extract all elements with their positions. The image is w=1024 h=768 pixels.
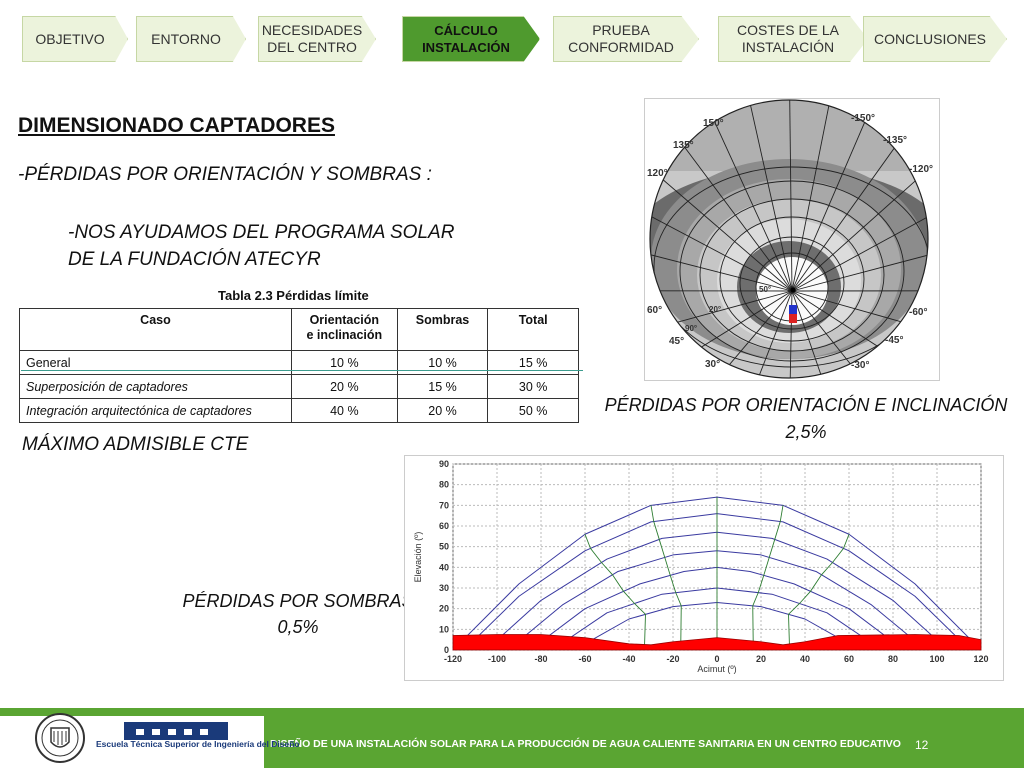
nav-tab-label: ENTORNO	[151, 30, 221, 47]
y-axis-label: Elevación (º)	[413, 532, 423, 583]
cell-orientation: 40 %	[290, 398, 398, 423]
orientation-loss-diagram: 150° -150° 135° -135° 120° -120° 60° -60…	[644, 98, 940, 381]
x-tick-label: -60	[578, 654, 591, 664]
sky-label: 60°	[647, 305, 662, 316]
nav-tab[interactable]: CÁLCULO INSTALACIÓN	[402, 16, 540, 62]
nav-tab[interactable]: COSTES DE LA INSTALACIÓN	[718, 16, 868, 62]
university-seal-icon	[35, 713, 85, 763]
nav-tab-label: COSTES DE LA INSTALACIÓN	[737, 22, 839, 55]
y-tick-label: 60	[439, 521, 449, 531]
hour-line	[752, 505, 784, 651]
collector-marker-red	[789, 314, 797, 323]
sky-label: -135°	[883, 135, 907, 146]
sky-label: -120°	[909, 164, 933, 175]
hour-line	[650, 505, 682, 651]
x-tick-label: 0	[714, 654, 719, 664]
hour-line	[584, 534, 646, 651]
x-tick-label: 40	[800, 654, 810, 664]
nav-tab[interactable]: NECESIDADES DEL CENTRO	[258, 16, 376, 62]
obstacle-profile	[452, 634, 982, 651]
x-tick-label: -40	[622, 654, 635, 664]
x-tick-label: -100	[488, 654, 506, 664]
nav-tab-label: OBJETIVO	[35, 30, 105, 47]
sky-label: 150°	[703, 118, 724, 129]
sky-label: 45°	[669, 336, 684, 347]
cell-shadows: 20 %	[396, 398, 489, 423]
x-axis-label: Acimut (º)	[697, 664, 736, 674]
nav-tab[interactable]: OBJETIVO	[22, 16, 128, 62]
x-tick-label: 120	[973, 654, 988, 664]
nav-tab[interactable]: ENTORNO	[136, 16, 246, 62]
header-case: Caso	[19, 308, 292, 351]
nav-tab[interactable]: PRUEBA CONFORMIDAD	[553, 16, 699, 62]
nav-tab[interactable]: CONCLUSIONES	[863, 16, 1007, 62]
cell-case: Integración arquitectónica de captadores	[19, 398, 292, 423]
shadow-elevation-chart: -120 -100 -80 -60 -40 -20 0 20 40 60 80 100 120 0 10 20…	[404, 455, 1004, 681]
nav-tab-label: PRUEBA CONFORMIDAD	[568, 22, 674, 55]
section-navigation: OBJETIVO ENTORNO NECESIDADES DEL CENTRO CÁL…	[0, 0, 1024, 80]
center-point	[790, 287, 796, 293]
slide-title: DIMENSIONADO CAPTADORES	[18, 114, 335, 137]
y-tick-label: 80	[439, 480, 449, 490]
nav-tab-label: CONCLUSIONES	[873, 30, 987, 47]
sky-label: 20°	[709, 305, 721, 314]
header-shadows: Sombras	[396, 308, 489, 351]
hour-line	[788, 534, 850, 651]
y-tick-label: 10	[439, 624, 449, 634]
table-row: Superposición de captadores 20 % 15 % 30…	[19, 374, 579, 399]
y-tick-label: 30	[439, 583, 449, 593]
divider-line	[21, 370, 583, 371]
collector-marker	[789, 305, 797, 314]
y-tick-label: 0	[444, 645, 449, 655]
table-row: Integración arquitectónica de captadores…	[19, 398, 579, 423]
sky-label: 50°	[759, 285, 771, 294]
nav-tab-label: CÁLCULO INSTALACIÓN	[422, 23, 510, 55]
y-tick-label: 90	[439, 459, 449, 469]
x-tick-label: -20	[666, 654, 679, 664]
cell-orientation: 20 %	[290, 374, 398, 399]
footer-project-title: DISEÑO DE UNA INSTALACIÓN SOLAR PARA LA …	[270, 738, 901, 750]
x-tick-label: 20	[756, 654, 766, 664]
sky-label: -45°	[885, 335, 903, 346]
loss-limits-table: Caso Orientación e inclinación Sombras T…	[19, 308, 579, 423]
sky-label: 30°	[705, 359, 720, 370]
table-caption: Tabla 2.3 Pérdidas límite	[218, 288, 369, 303]
orientation-loss-caption: PÉRDIDAS POR ORIENTACIÓN E INCLINACIÓN 2…	[604, 395, 1008, 442]
nav-tab-label: NECESIDADES DEL CENTRO	[261, 22, 363, 55]
header-orientation: Orientación e inclinación	[290, 308, 398, 351]
cell-shadows: 15 %	[396, 374, 489, 399]
cell-total: 50 %	[487, 398, 579, 423]
x-tick-label: 80	[888, 654, 898, 664]
sky-label: -150°	[851, 113, 875, 124]
y-tick-label: 40	[439, 562, 449, 572]
y-tick-label: 70	[439, 500, 449, 510]
header-total: Total	[487, 308, 579, 351]
y-tick-label: 20	[439, 604, 449, 614]
page-number: 12	[915, 738, 929, 752]
school-logo-icon	[124, 722, 228, 740]
x-tick-label: 60	[844, 654, 854, 664]
max-admissible-label: MÁXIMO ADMISIBLE CTE	[22, 434, 249, 455]
sky-label: -60°	[909, 307, 927, 318]
software-note: -NOS AYUDAMOS DEL PROGRAMA SOLAR DE LA F…	[68, 222, 455, 270]
sky-label: 135°	[673, 140, 694, 151]
cell-total: 30 %	[487, 374, 579, 399]
x-tick-label: -80	[534, 654, 547, 664]
sky-label: -30°	[851, 360, 869, 371]
sky-label: 90°	[685, 324, 697, 333]
sky-label: 120°	[647, 168, 668, 179]
x-tick-label: 100	[929, 654, 944, 664]
orientation-diagram-svg: 150° -150° 135° -135° 120° -120° 60° -60…	[647, 99, 933, 379]
school-name: Escuela Técnica Superior de Ingeniería d…	[96, 739, 300, 749]
sun-path-line	[452, 496, 982, 651]
orientation-shadow-losses-heading: -PÉRDIDAS POR ORIENTACIÓN Y SOMBRAS :	[18, 164, 432, 185]
chart-svg: -120 -100 -80 -60 -40 -20 0 20 40 60 80 100 120 0 10 20…	[413, 459, 989, 674]
cell-case: Superposición de captadores	[19, 374, 292, 399]
table-header-row: Caso Orientación e inclinación Sombras T…	[19, 308, 579, 351]
y-tick-label: 50	[439, 542, 449, 552]
shadow-loss-caption: PÉRDIDAS POR SOMBRAS 0,5%	[182, 591, 414, 637]
x-tick-label: -120	[444, 654, 462, 664]
